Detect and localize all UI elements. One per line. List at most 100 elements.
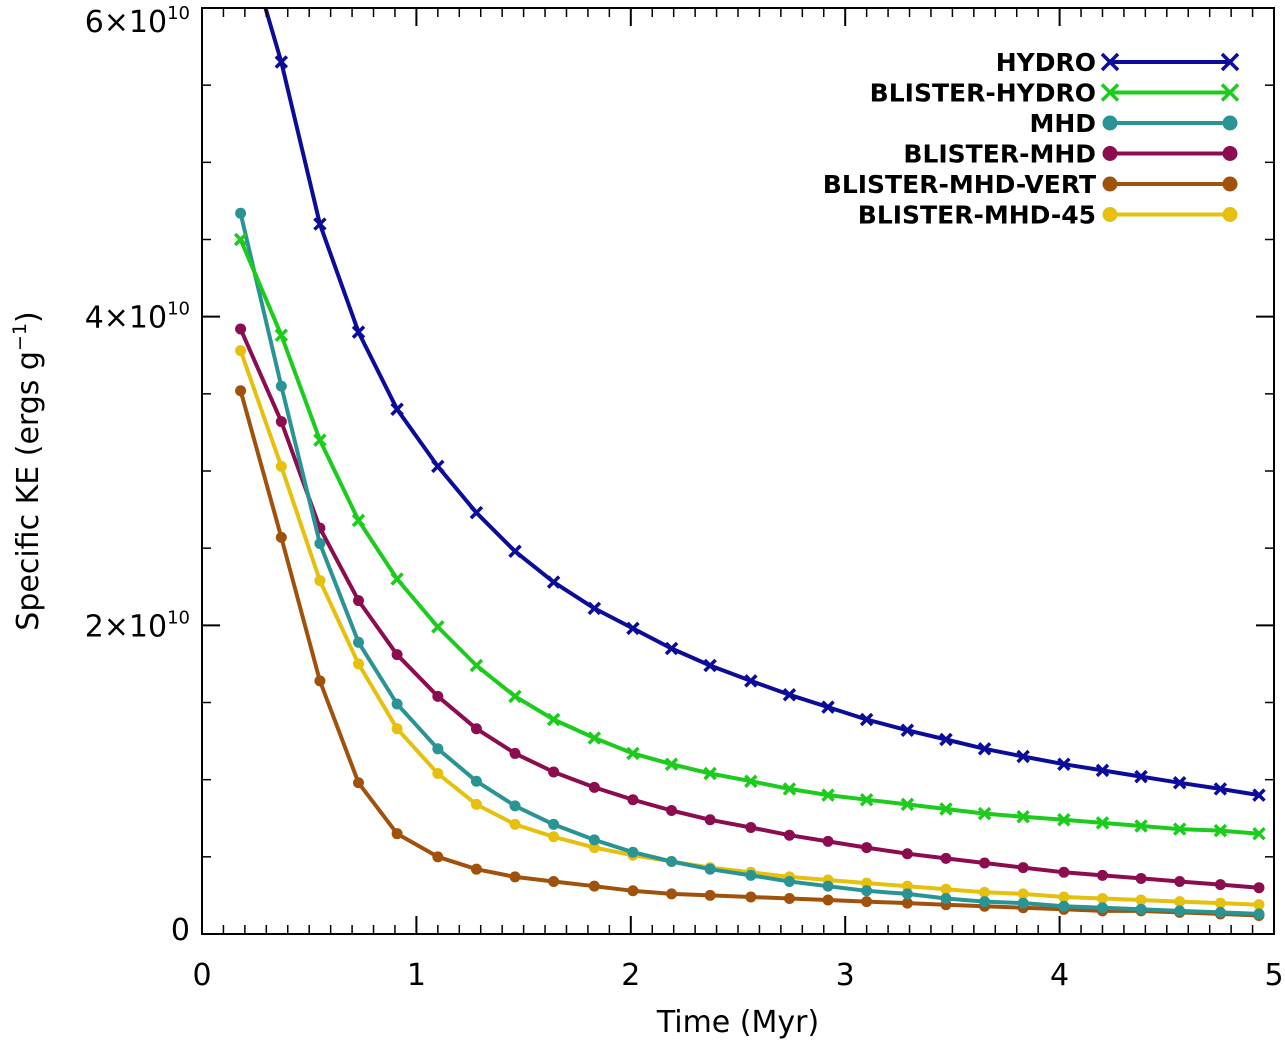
data-point-blister-hydro <box>744 774 758 788</box>
data-point-blister-hydro-stroke-b <box>1134 819 1148 833</box>
data-point-hydro <box>1095 763 1110 778</box>
data-point-blister-mhd-45 <box>1058 891 1070 903</box>
data-point-mhd <box>745 869 757 881</box>
data-point-blister-hydro-stroke-b <box>664 757 679 771</box>
data-point-blister-mhd-vert <box>627 885 639 897</box>
data-point-blister-mhd <box>822 835 834 847</box>
data-point-hydro <box>1134 769 1148 784</box>
y-tick-mantissa: 4×10 <box>85 301 167 336</box>
legend-marker-blister-mhd-45 <box>1102 207 1118 222</box>
data-point-blister-hydro-stroke-b <box>274 328 289 342</box>
legend-item-hydro: HYDRO <box>996 48 1240 77</box>
x-tick-label: 5 <box>1264 958 1283 993</box>
data-point-hydro <box>1252 788 1266 802</box>
data-point-mhd <box>901 888 913 900</box>
data-point-hydro-stroke-b <box>900 723 915 738</box>
data-point-hydro-stroke-b <box>390 402 404 417</box>
data-point-mhd <box>1135 903 1147 915</box>
data-point-mhd <box>940 893 952 905</box>
legend-marker-blister-mhd-45 <box>1222 207 1238 222</box>
data-point-hydro-stroke-b <box>351 325 366 339</box>
data-point-blister-mhd <box>470 723 482 735</box>
series-mhd <box>235 207 1265 920</box>
legend-label-hydro: HYDRO <box>996 48 1096 77</box>
data-point-blister-hydro <box>782 782 797 796</box>
data-point-blister-mhd-vert <box>275 531 287 543</box>
data-point-blister-hydro <box>626 746 640 761</box>
data-point-hydro-stroke-b <box>469 505 484 520</box>
data-point-blister-hydro <box>1134 819 1148 833</box>
data-point-blister-mhd <box>979 857 991 869</box>
data-point-blister-mhd-45 <box>940 883 952 895</box>
data-point-blister-mhd-vert <box>314 675 326 687</box>
data-point-hydro <box>977 742 992 756</box>
legend-marker-hydro-stroke-b <box>1220 52 1240 72</box>
data-point-hydro-stroke-b <box>1213 782 1228 796</box>
data-point-blister-mhd-45 <box>588 842 600 854</box>
data-point-blister-hydro-stroke-b <box>233 232 248 247</box>
data-point-blister-mhd-vert <box>432 851 444 863</box>
data-point-hydro <box>313 217 327 231</box>
data-point-blister-hydro <box>233 232 248 247</box>
data-point-hydro-stroke-b <box>1134 769 1148 784</box>
data-point-mhd <box>391 698 403 710</box>
y-tick-exponent: 10 <box>167 607 190 628</box>
data-point-hydro-stroke-b <box>508 544 522 558</box>
data-point-blister-mhd-vert <box>470 863 482 875</box>
y-axis-title-main: Specific KE (ergs g <box>11 351 46 631</box>
data-point-blister-mhd <box>1096 869 1108 881</box>
y-tick-mantissa: 6×10 <box>85 5 167 40</box>
data-point-blister-hydro-stroke-b <box>1016 809 1030 824</box>
series-hydro <box>263 8 1266 802</box>
data-point-blister-hydro <box>587 731 602 745</box>
data-point-mhd <box>314 538 326 550</box>
data-point-blister-mhd <box>1174 876 1186 888</box>
data-point-blister-hydro <box>977 806 992 821</box>
x-axis-title: Time (Myr) <box>656 1005 819 1040</box>
data-point-mhd <box>1174 905 1186 917</box>
legend: HYDROBLISTER-HYDROMHDBLISTER-MHDBLISTER-… <box>823 48 1240 230</box>
legend-item-blister-mhd: BLISTER-MHD <box>903 140 1238 169</box>
data-point-blister-mhd-vert <box>783 893 795 905</box>
series-blister-hydro <box>233 232 1266 841</box>
data-point-mhd <box>1253 908 1265 920</box>
y-tick-exponent: 10 <box>167 3 190 24</box>
data-point-hydro <box>1016 749 1030 764</box>
data-point-blister-mhd-vert <box>353 777 365 789</box>
data-point-hydro-stroke-b <box>313 217 327 231</box>
data-point-hydro-stroke-b <box>1172 776 1187 790</box>
data-point-blister-mhd-vert <box>861 896 873 908</box>
y-tick-label: 2×1010 <box>85 607 190 644</box>
data-point-blister-mhd <box>1135 872 1147 884</box>
data-point-blister-mhd-45 <box>353 658 365 670</box>
data-point-hydro-stroke-b <box>939 732 953 747</box>
data-point-hydro-stroke-b <box>664 641 679 656</box>
data-point-blister-hydro-stroke-b <box>431 620 445 634</box>
data-point-blister-hydro-stroke-b <box>469 658 484 673</box>
data-point-blister-hydro-stroke-b <box>313 433 327 447</box>
data-point-blister-hydro-stroke-b <box>821 788 835 802</box>
data-point-blister-mhd <box>235 323 247 335</box>
data-point-blister-hydro <box>1057 813 1071 827</box>
y-axis-title-exponent: −1 <box>9 323 31 351</box>
legend-label-mhd: MHD <box>1029 109 1096 138</box>
data-point-blister-hydro <box>900 797 915 812</box>
data-point-blister-hydro-stroke-b <box>977 806 992 821</box>
legend-marker-blister-hydro <box>1220 83 1240 102</box>
data-point-mhd <box>822 880 834 892</box>
data-point-hydro <box>1057 757 1071 771</box>
data-point-blister-mhd <box>1253 882 1265 894</box>
legend-label-blister-mhd-45: BLISTER-MHD-45 <box>858 201 1096 230</box>
data-point-hydro <box>274 55 289 69</box>
data-point-blister-hydro-stroke-b <box>626 746 640 761</box>
data-point-hydro <box>351 325 366 339</box>
data-point-hydro-stroke-b <box>782 688 797 702</box>
legend-marker-hydro-stroke-b <box>1100 52 1120 72</box>
data-point-blister-hydro-stroke-b <box>390 572 404 586</box>
legend-item-mhd: MHD <box>1029 109 1238 138</box>
data-point-blister-hydro <box>703 766 717 781</box>
data-point-mhd <box>1058 900 1070 912</box>
data-point-blister-mhd <box>940 852 952 864</box>
x-tick-label: 2 <box>621 958 640 993</box>
